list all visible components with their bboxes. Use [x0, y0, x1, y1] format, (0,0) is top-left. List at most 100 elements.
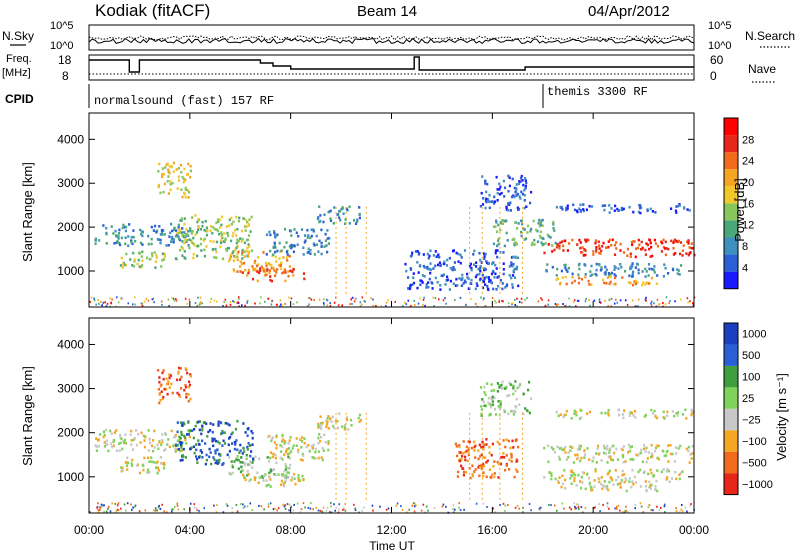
velocity-data-cell [588, 410, 592, 414]
power-data-cell [288, 245, 291, 248]
power-data-cell [513, 243, 516, 247]
power-data-cell [193, 243, 196, 247]
power-data-cell [589, 270, 592, 273]
velocity-data-cell [185, 368, 188, 372]
velocity-data-cell [121, 447, 124, 451]
power-data-cell [443, 260, 446, 264]
power-data-cell [479, 258, 482, 262]
velocity-data-cell [674, 446, 678, 449]
velocity-data-cell [217, 420, 220, 424]
power-noise-cell [636, 305, 638, 308]
power-data-cell [645, 270, 648, 273]
velocity-noise-cell [650, 509, 652, 512]
velocity-data-cell [208, 447, 211, 451]
power-data-cell [228, 224, 231, 227]
power-data-cell [515, 194, 518, 197]
velocity-noise-cell [686, 510, 688, 513]
velocity-noise-cell [222, 511, 225, 514]
velocity-data-cell [643, 444, 646, 447]
velocity-noise-cell [284, 504, 286, 507]
velocity-noise-cell [482, 502, 485, 505]
power-data-cell [354, 222, 358, 225]
power-data-cell [434, 276, 437, 280]
velocity-data-cell [205, 453, 208, 457]
power-data-cell [270, 279, 274, 283]
power-data-cell [197, 226, 200, 229]
velocity-data-cell [240, 456, 243, 459]
power-data-cell [618, 209, 621, 212]
velocity-noise-cell [606, 502, 609, 505]
velocity-data-cell [132, 438, 135, 441]
power-noise-cell [359, 301, 362, 304]
velocity-data-cell [569, 473, 572, 477]
power-data-cell [629, 255, 632, 258]
power-data-cell [263, 274, 267, 277]
velocity-data-cell [111, 445, 114, 449]
power-data-cell [269, 249, 272, 253]
velocity-data-cell [267, 435, 270, 439]
velocity-data-cell [622, 416, 625, 420]
power-data-cell [408, 287, 412, 291]
velocity-data-cell [491, 473, 494, 476]
power-data-cell [235, 234, 238, 237]
velocity-data-cell [600, 482, 603, 486]
power-noise-cell [171, 297, 173, 300]
velocity-data-cell [510, 456, 513, 459]
power-data-cell [167, 170, 170, 173]
power-data-cell [124, 229, 127, 233]
power-data-cell [163, 255, 166, 258]
velocity-data-cell [153, 446, 156, 449]
velocity-panel-bg [89, 318, 694, 513]
velocity-noise-cell [154, 507, 157, 510]
velocity-data-cell [242, 447, 245, 450]
power-data-cell [215, 228, 218, 231]
power-data-cell [524, 184, 527, 188]
velocity-noise-cell [573, 502, 576, 505]
power-data-cell [146, 256, 149, 260]
velocity-data-cell [176, 391, 179, 395]
power-data-cell [496, 249, 499, 252]
velocity-data-cell [236, 419, 239, 423]
power-data-cell [236, 238, 239, 242]
velocity-data-cell [512, 410, 515, 413]
power-data-cell [661, 241, 664, 245]
velocity-data-cell [110, 432, 113, 435]
power-noise-cell [254, 302, 256, 305]
velocity-data-cell [287, 442, 290, 445]
power-data-cell [240, 229, 244, 233]
power-data-cell [239, 237, 242, 240]
velocity-data-cell [645, 484, 648, 488]
velocity-noise-cell [361, 509, 363, 512]
velocity-noise-cell [680, 508, 682, 511]
power-data-cell [487, 277, 491, 280]
velocity-noise-cell [299, 511, 302, 514]
power-noise-cell [318, 298, 321, 301]
power-data-cell [197, 228, 200, 232]
power-data-cell [185, 228, 188, 231]
velocity-data-cell [250, 429, 253, 433]
velocity-data-cell [647, 472, 650, 476]
power-data-cell [502, 179, 505, 183]
power-data-cell [678, 273, 681, 276]
power-noise-cell [598, 301, 601, 304]
power-noise-cell [134, 303, 136, 306]
power-data-cell [578, 238, 581, 242]
velocity-data-cell [201, 424, 204, 428]
power-data-cell [139, 241, 143, 245]
velocity-data-cell [109, 442, 113, 446]
power-data-cell [273, 269, 276, 272]
power-data-cell [541, 218, 544, 222]
power-noise-cell [498, 299, 500, 302]
velocity-noise-cell [656, 505, 658, 508]
power-data-cell [578, 276, 581, 280]
power-data-cell [154, 266, 157, 269]
velocity-noise-cell [102, 504, 104, 507]
power-data-cell [272, 246, 275, 249]
power-noise-cell [385, 304, 387, 307]
power-data-cell [306, 236, 309, 239]
power-data-cell [235, 241, 238, 245]
velocity-data-cell [675, 452, 678, 455]
power-data-cell [485, 197, 488, 201]
velocity-data-cell [187, 433, 190, 436]
velocity-data-cell [691, 452, 694, 455]
